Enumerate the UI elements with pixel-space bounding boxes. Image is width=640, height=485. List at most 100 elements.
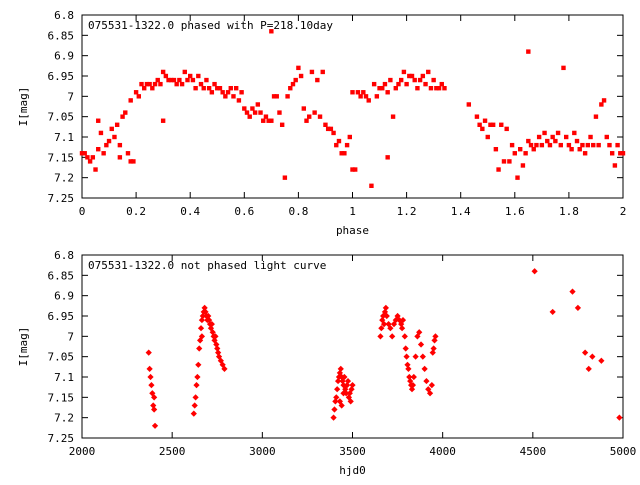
data-point [348, 386, 355, 393]
data-point [609, 151, 615, 156]
data-point [604, 134, 609, 140]
data-point [317, 114, 323, 119]
data-point [288, 86, 293, 91]
data-point [182, 69, 187, 75]
data-point [431, 337, 438, 344]
data-point [409, 73, 415, 79]
data-point [347, 134, 352, 140]
data-point [366, 98, 371, 103]
data-point [401, 333, 408, 340]
data-point [244, 110, 250, 115]
data-point [588, 134, 593, 140]
data-point [196, 345, 203, 352]
data-point [328, 126, 334, 132]
x-tick-label: 2500 [159, 445, 186, 458]
data-point [618, 151, 623, 156]
data-point [615, 142, 620, 148]
data-point [388, 77, 393, 83]
data-point [174, 81, 179, 87]
data-point [201, 86, 206, 91]
data-point [190, 410, 197, 417]
data-point [136, 94, 142, 99]
data-point [301, 106, 307, 111]
data-point [404, 361, 411, 368]
x-tick-label: 1.8 [559, 205, 579, 218]
data-point [151, 422, 159, 429]
data-point [417, 77, 423, 83]
data-point [515, 175, 520, 180]
data-point [342, 151, 347, 156]
data-point [337, 365, 344, 372]
data-point [563, 134, 569, 140]
data-point [426, 390, 434, 397]
data-point [528, 142, 534, 148]
data-point [334, 142, 339, 148]
data-point [296, 65, 301, 71]
data-point [279, 122, 285, 127]
data-point [574, 304, 582, 311]
data-point [277, 110, 282, 115]
data-point [304, 118, 309, 123]
data-point [406, 373, 413, 381]
x-tick-label: 3500 [339, 445, 366, 458]
data-point [85, 155, 90, 160]
data-point [601, 98, 607, 103]
data-point [323, 122, 328, 127]
data-point [171, 77, 177, 83]
x-tick-label: 3000 [249, 445, 276, 458]
data-point [534, 142, 539, 148]
x-tick-label: 2000 [69, 445, 96, 458]
data-point [155, 77, 160, 83]
data-point [607, 142, 612, 148]
data-point [344, 142, 350, 148]
data-point [387, 325, 394, 332]
data-point [331, 130, 336, 136]
data-point [261, 118, 266, 123]
data-point [120, 114, 125, 119]
data-point [550, 134, 555, 140]
data-point [417, 341, 425, 348]
data-point [193, 86, 198, 91]
data-point [477, 122, 482, 127]
data-point [204, 77, 209, 83]
data-point [128, 98, 133, 103]
data-point [493, 147, 499, 152]
data-point [139, 81, 144, 87]
data-point [520, 163, 526, 168]
data-point [589, 353, 596, 360]
data-point [598, 357, 605, 364]
data-point [385, 155, 390, 160]
data-point [566, 142, 572, 148]
data-point [434, 86, 439, 91]
data-point [593, 114, 599, 119]
data-point [131, 159, 136, 164]
data-point [485, 134, 490, 140]
data-point [389, 333, 396, 340]
data-point [410, 373, 417, 381]
data-point [223, 94, 228, 99]
y-tick-label: 7.2 [54, 412, 74, 425]
data-point [93, 167, 98, 172]
data-point [398, 77, 404, 83]
data-point [150, 86, 155, 91]
data-point [114, 122, 120, 127]
x-tick-label: 1 [349, 205, 356, 218]
data-point [343, 382, 351, 389]
data-point [185, 77, 190, 83]
y-tick-label: 6.8 [54, 9, 74, 22]
x-tick-label: 4500 [520, 445, 547, 458]
data-point [390, 114, 396, 119]
data-point [526, 138, 531, 144]
data-point [426, 69, 431, 75]
data-point [371, 81, 377, 87]
data-point [239, 90, 244, 95]
data-point [561, 65, 566, 71]
data-point [142, 86, 147, 91]
data-point [404, 81, 409, 87]
data-point [407, 73, 412, 79]
y-tick-label: 7 [67, 330, 74, 343]
data-point [490, 122, 496, 127]
data-point [393, 86, 398, 91]
y-tick-label: 6.85 [48, 269, 75, 282]
